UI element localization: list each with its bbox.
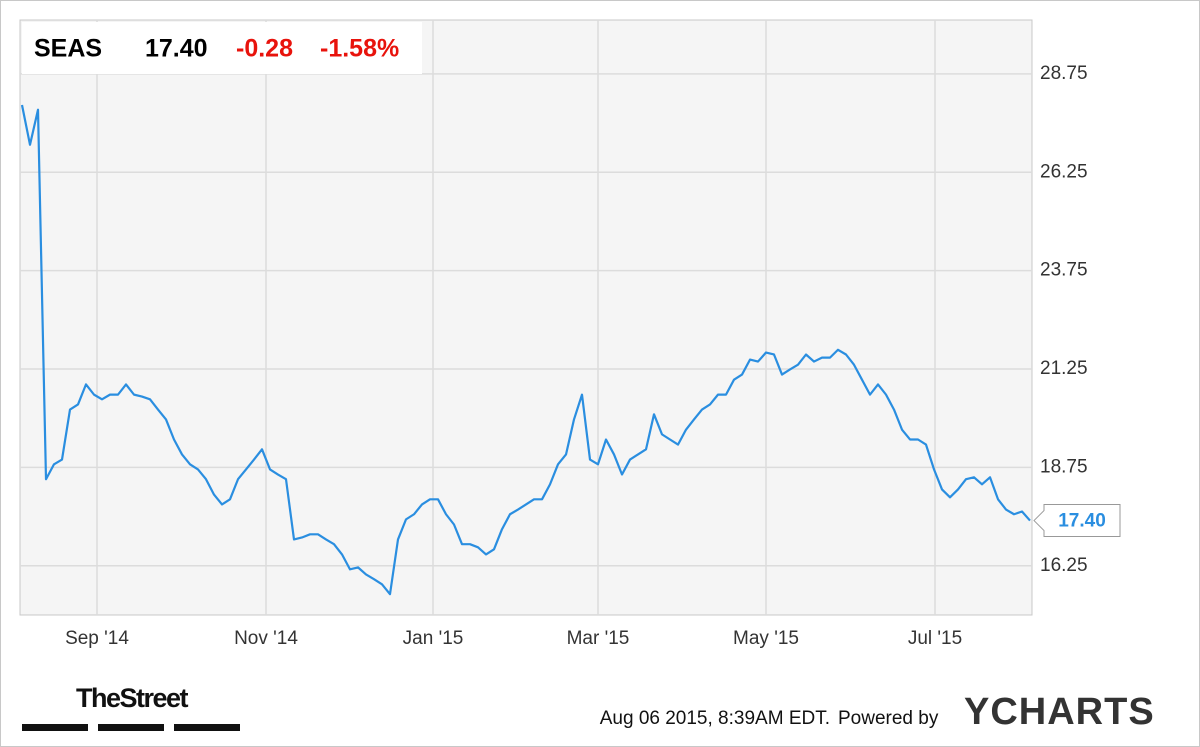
y-tick-label: 28.75 bbox=[1040, 63, 1088, 84]
x-tick-label: Mar '15 bbox=[567, 628, 630, 649]
header-box bbox=[22, 22, 422, 74]
last-value-tag bbox=[1033, 504, 1121, 538]
y-tick-label: 23.75 bbox=[1040, 260, 1088, 281]
ycharts-logo: YCHARTS bbox=[964, 691, 1155, 733]
x-tick-label: Nov '14 bbox=[234, 628, 298, 649]
y-tick-label: 21.25 bbox=[1040, 358, 1088, 379]
change-pct: -1.58% bbox=[320, 35, 399, 63]
grid bbox=[20, 20, 1032, 615]
price-line bbox=[20, 104, 1031, 596]
powered-by: Powered by bbox=[838, 708, 939, 729]
x-tick-label: Jan '15 bbox=[403, 628, 464, 649]
timestamp: Aug 06 2015, 8:39AM EDT. bbox=[600, 708, 830, 729]
logo-bar bbox=[98, 724, 164, 731]
y-tick-label: 16.25 bbox=[1040, 555, 1088, 576]
x-tick-label: Jul '15 bbox=[908, 628, 962, 649]
last-value-label: 17.40 bbox=[1058, 511, 1106, 532]
change: -0.28 bbox=[236, 35, 293, 63]
logo-bar bbox=[174, 724, 240, 731]
y-tick-label: 26.25 bbox=[1040, 161, 1088, 182]
symbol: SEAS bbox=[34, 35, 102, 63]
x-tick-label: Sep '14 bbox=[65, 628, 129, 649]
plot-area bbox=[19, 19, 1033, 616]
thestreet-logo: TheStreet bbox=[22, 683, 240, 731]
x-tick-label: May '15 bbox=[733, 628, 799, 649]
y-tick-label: 18.75 bbox=[1040, 456, 1088, 477]
brand: TheStreet bbox=[76, 683, 189, 713]
price: 17.40 bbox=[145, 35, 208, 63]
logo-bar bbox=[22, 724, 88, 731]
plot bbox=[20, 104, 1031, 596]
